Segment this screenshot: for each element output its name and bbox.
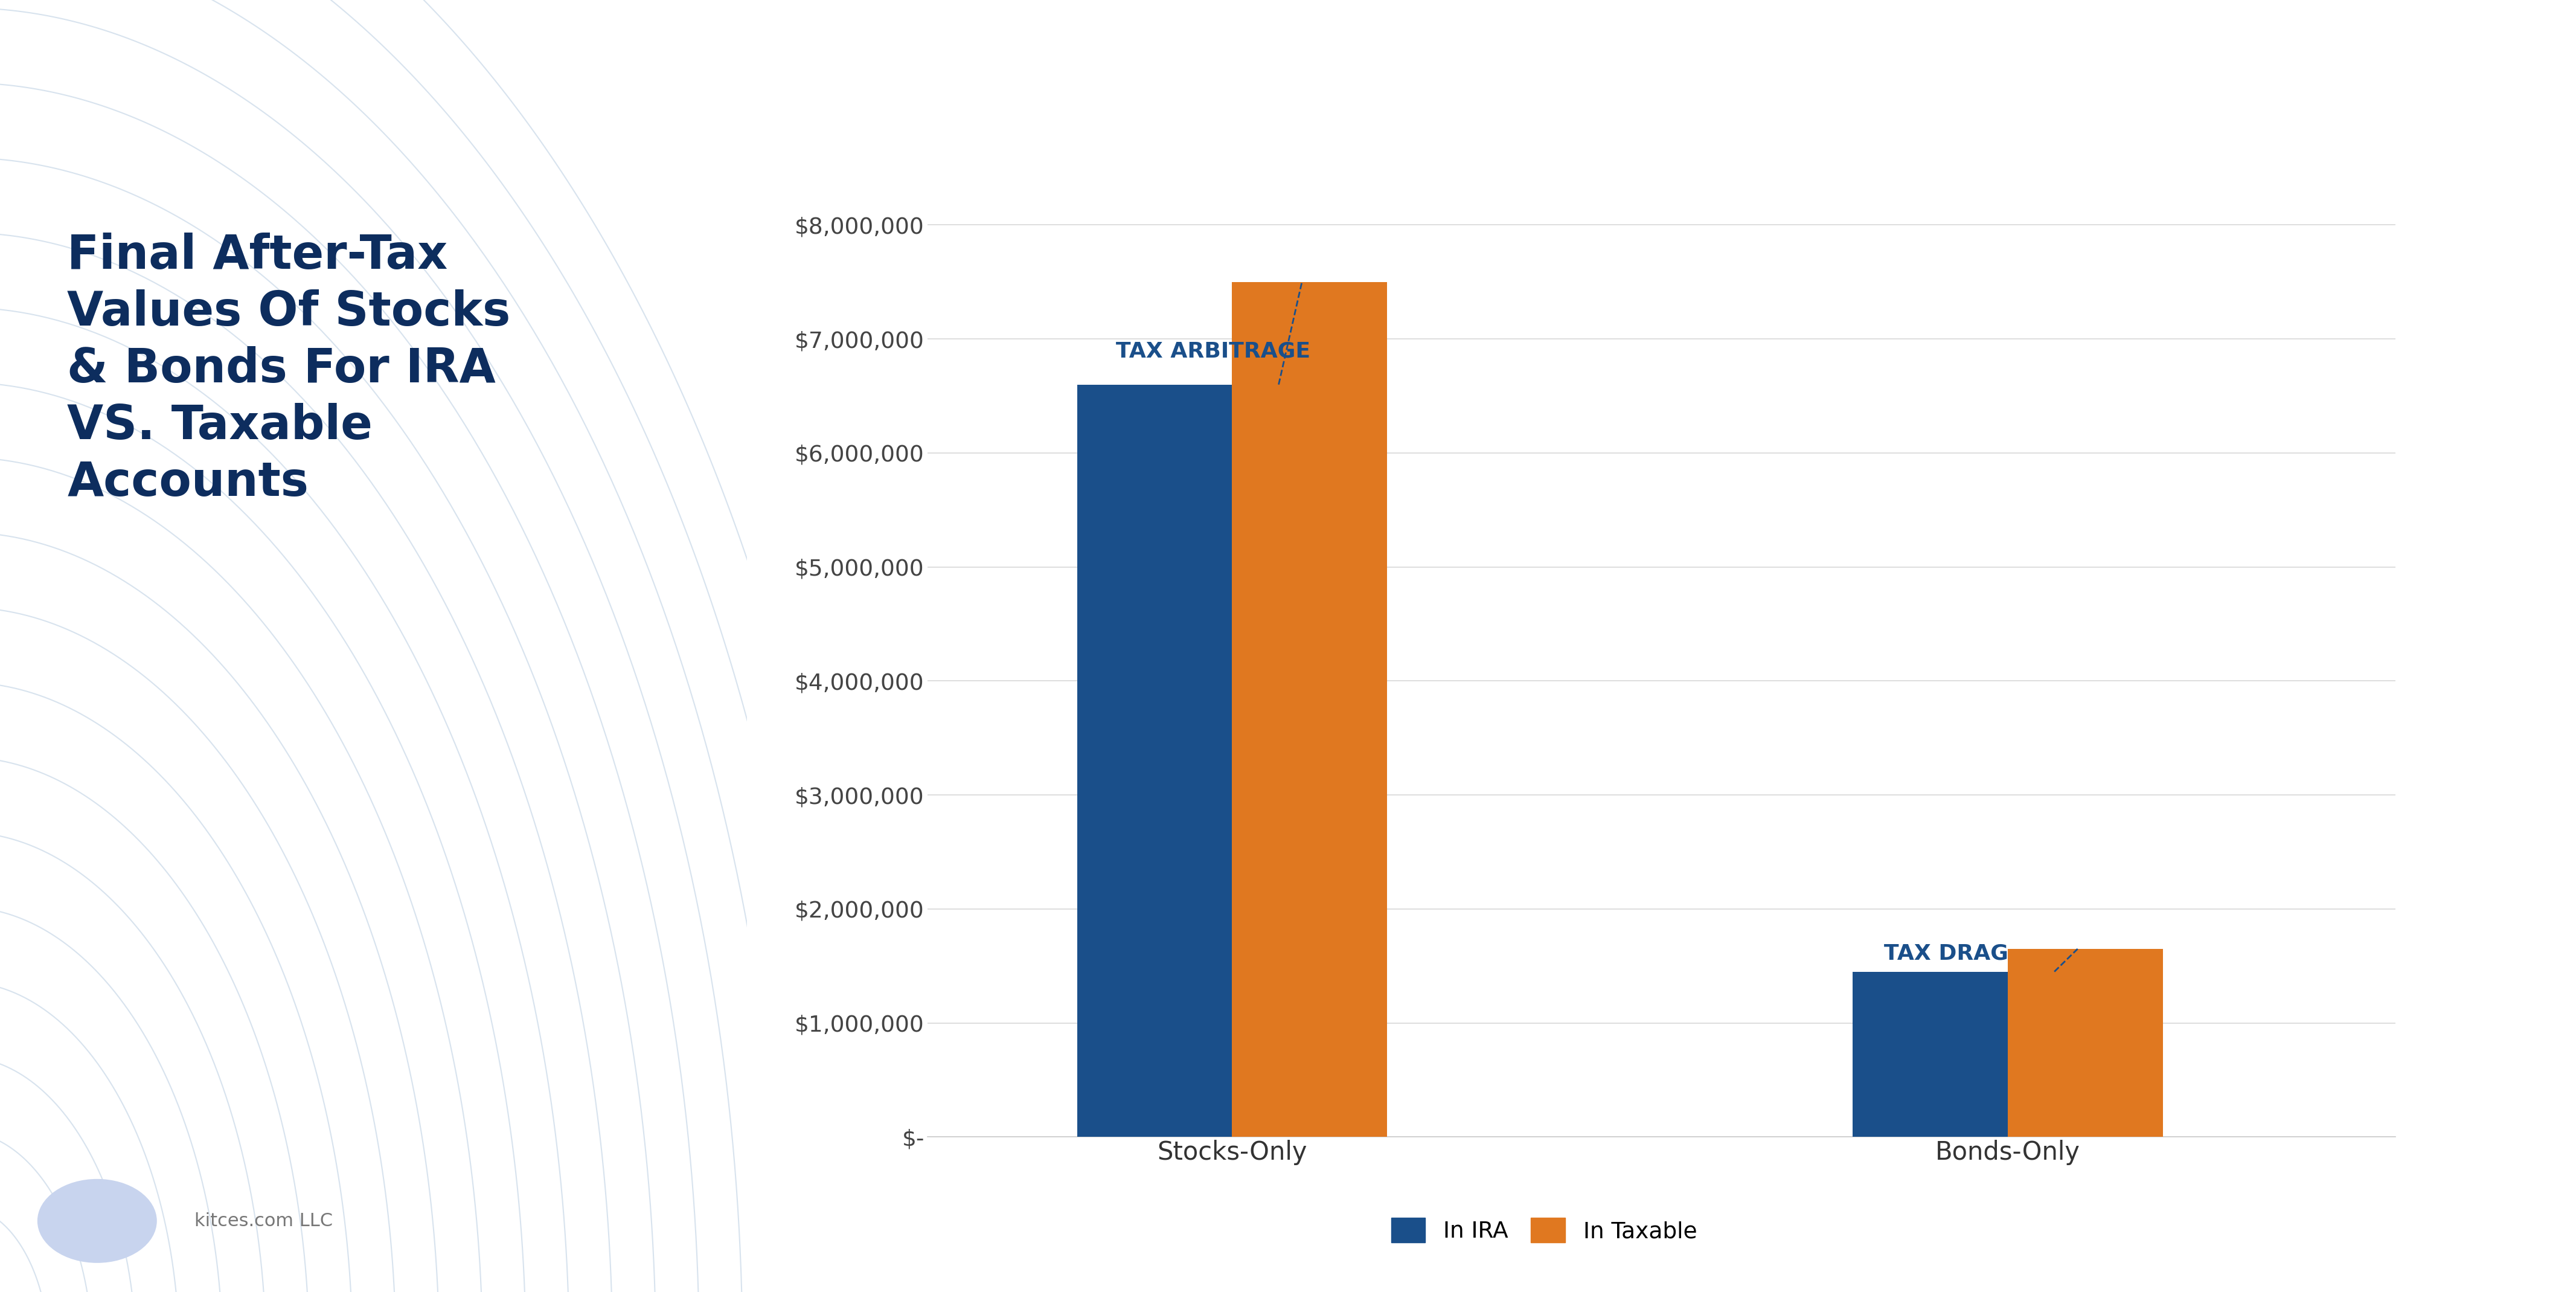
Text: TAX DRAG: TAX DRAG [1883,943,2009,964]
Bar [2007,948,2164,1137]
Text: Final After-Tax
Values Of Stocks
& Bonds For IRA
VS. Taxable
Accounts: Final After-Tax Values Of Stocks & Bonds… [67,233,510,505]
Legend: In IRA, In Taxable: In IRA, In Taxable [1383,1209,1705,1252]
Bar [1077,385,1231,1137]
Ellipse shape [36,1178,157,1264]
Text: TAX ARBITRAGE: TAX ARBITRAGE [1115,341,1311,362]
Bar [1852,972,2007,1137]
Bar [1231,282,1388,1137]
Text: kitces.com LLC: kitces.com LLC [193,1212,332,1230]
